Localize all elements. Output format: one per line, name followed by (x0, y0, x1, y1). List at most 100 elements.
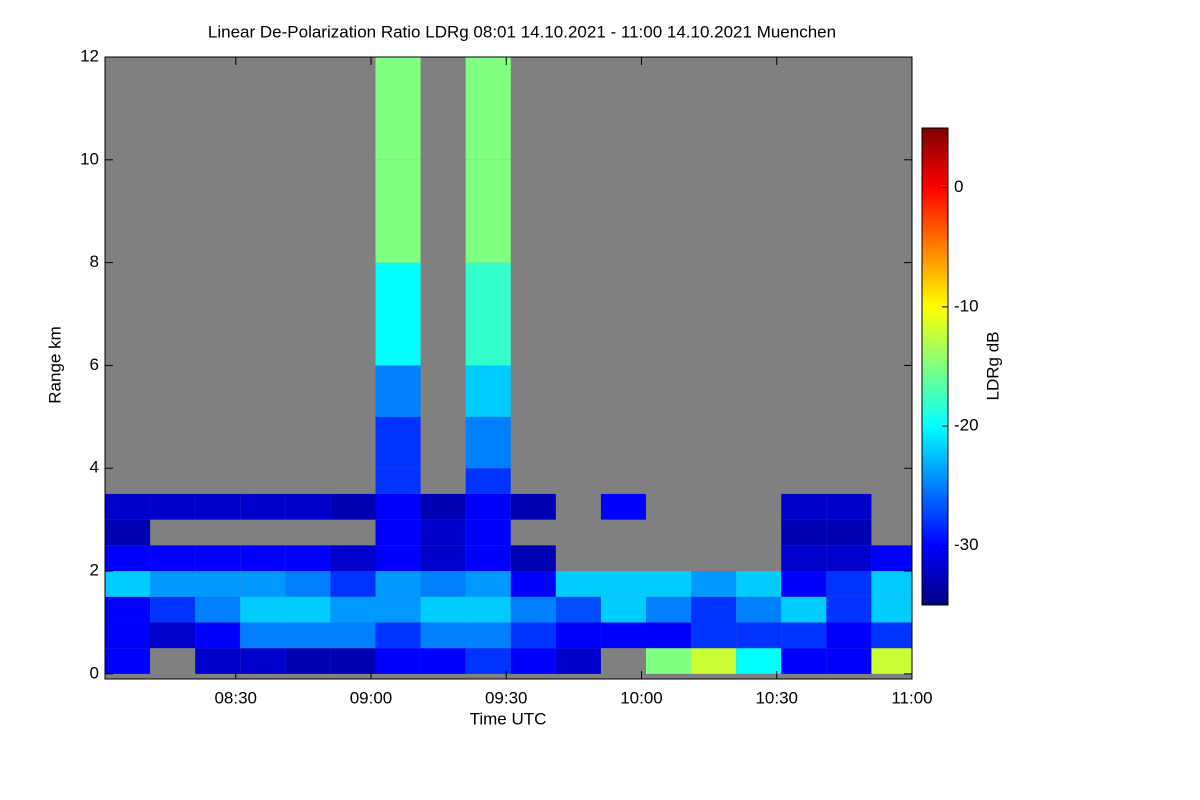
heatmap-cell (646, 596, 692, 623)
heatmap-cell (600, 596, 647, 623)
heatmap-cell (465, 365, 511, 417)
heatmap-cell (150, 545, 196, 572)
heatmap-cell (420, 519, 466, 546)
heatmap-cell (330, 545, 376, 572)
heatmap-cell (195, 596, 241, 623)
heatmap-cell (150, 493, 196, 520)
heatmap-cell (375, 519, 421, 546)
heatmap-cell (105, 519, 151, 546)
heatmap-cell (826, 519, 872, 546)
y-axis-label: Range km (45, 326, 64, 403)
plot-frame (104, 56, 913, 680)
heatmap-cell (105, 596, 151, 623)
heatmap-cell (285, 648, 331, 674)
colorbar (921, 127, 949, 606)
heatmap-cell (646, 648, 692, 674)
heatmap-cell (465, 493, 511, 520)
heatmap-cell (465, 622, 511, 649)
heatmap-cell (375, 262, 421, 366)
y-tick-label: 8 (90, 252, 99, 271)
heatmap-cell (736, 596, 782, 623)
heatmap-cell (781, 493, 827, 520)
heatmap-cell (465, 545, 511, 572)
heatmap-cell (195, 545, 241, 572)
y-tick-label: 6 (90, 355, 99, 374)
heatmap-cell (691, 648, 737, 674)
heatmap-cell (465, 57, 511, 160)
heatmap-cell (285, 622, 331, 649)
x-tick-label: 10:00 (620, 688, 663, 707)
heatmap-cell (375, 622, 421, 649)
heatmap-cell (871, 545, 912, 572)
heatmap-cell (691, 571, 737, 597)
heatmap-cell (465, 648, 511, 674)
heatmap-cell (465, 159, 511, 263)
heatmap-cell (150, 571, 196, 597)
heatmap-cell (240, 622, 286, 649)
heatmap-cell (195, 622, 241, 649)
heatmap-cell (826, 493, 872, 520)
heatmap-cell (150, 622, 196, 649)
heatmap-cell (465, 519, 511, 546)
chart-title: Linear De-Polarization Ratio LDRg 08:01 … (208, 22, 836, 41)
colorbar-tick-label: -20 (954, 416, 979, 435)
heatmap-cell (736, 622, 782, 649)
y-tick-label: 0 (90, 663, 99, 682)
heatmap-cell (375, 648, 421, 674)
x-tick-label: 10:30 (755, 688, 798, 707)
heatmap-cell (420, 622, 466, 649)
heatmap-cell (105, 571, 151, 597)
heatmap-cell (240, 596, 286, 623)
heatmap-cell (105, 648, 151, 674)
x-axis-label: Time UTC (470, 709, 547, 728)
heatmap-cell (330, 571, 376, 597)
heatmap-cell (781, 622, 827, 649)
heatmap-cell (420, 648, 466, 674)
heatmap-cell (510, 648, 556, 674)
heatmap-cell (330, 648, 376, 674)
colorbar-tick-label: -30 (954, 535, 979, 554)
heatmap-cell (105, 622, 151, 649)
heatmap-cell (826, 622, 872, 649)
heatmap-cell (420, 596, 466, 623)
heatmap-cell (420, 545, 466, 572)
heatmap-cell (555, 571, 601, 597)
heatmap-cell (375, 468, 421, 494)
heatmap-cell (105, 493, 151, 520)
heatmap-cell (555, 648, 601, 674)
heatmap-cell (240, 571, 286, 597)
heatmap-cell (691, 622, 737, 649)
heatmap-cell (600, 493, 647, 520)
heatmap-cell (285, 596, 331, 623)
heatmap-cell (375, 596, 421, 623)
heatmap-cell (285, 545, 331, 572)
heatmap-cell (330, 622, 376, 649)
x-tick-label: 11:00 (891, 688, 932, 707)
y-tick-label: 2 (90, 561, 99, 580)
heatmap-cell (330, 493, 376, 520)
x-tick-label: 09:00 (350, 688, 393, 707)
heatmap-cell (871, 622, 912, 649)
heatmap-cell (375, 416, 421, 469)
heatmap-cell (826, 596, 872, 623)
heatmap-cell (781, 545, 827, 572)
heatmap-cell (871, 571, 912, 597)
heatmap-cell (240, 493, 286, 520)
x-tick-label: 09:30 (485, 688, 528, 707)
heatmap-cell (646, 622, 692, 649)
colorbar-tick-label: 0 (954, 177, 963, 196)
y-tick-label: 10 (80, 149, 99, 168)
heatmap-cell (150, 596, 196, 623)
heatmap-cell (646, 571, 692, 597)
heatmap-cell (555, 596, 601, 623)
heatmap-cell (510, 571, 556, 597)
heatmap-cell (555, 622, 601, 649)
y-tick-label: 4 (90, 458, 99, 477)
colorbar-tick-label: -10 (954, 296, 979, 315)
y-tick-label: 12 (80, 46, 99, 65)
heatmap-cell (510, 596, 556, 623)
heatmap-cell (871, 648, 912, 674)
heatmap-cell (465, 596, 511, 623)
heatmap-cell (736, 571, 782, 597)
